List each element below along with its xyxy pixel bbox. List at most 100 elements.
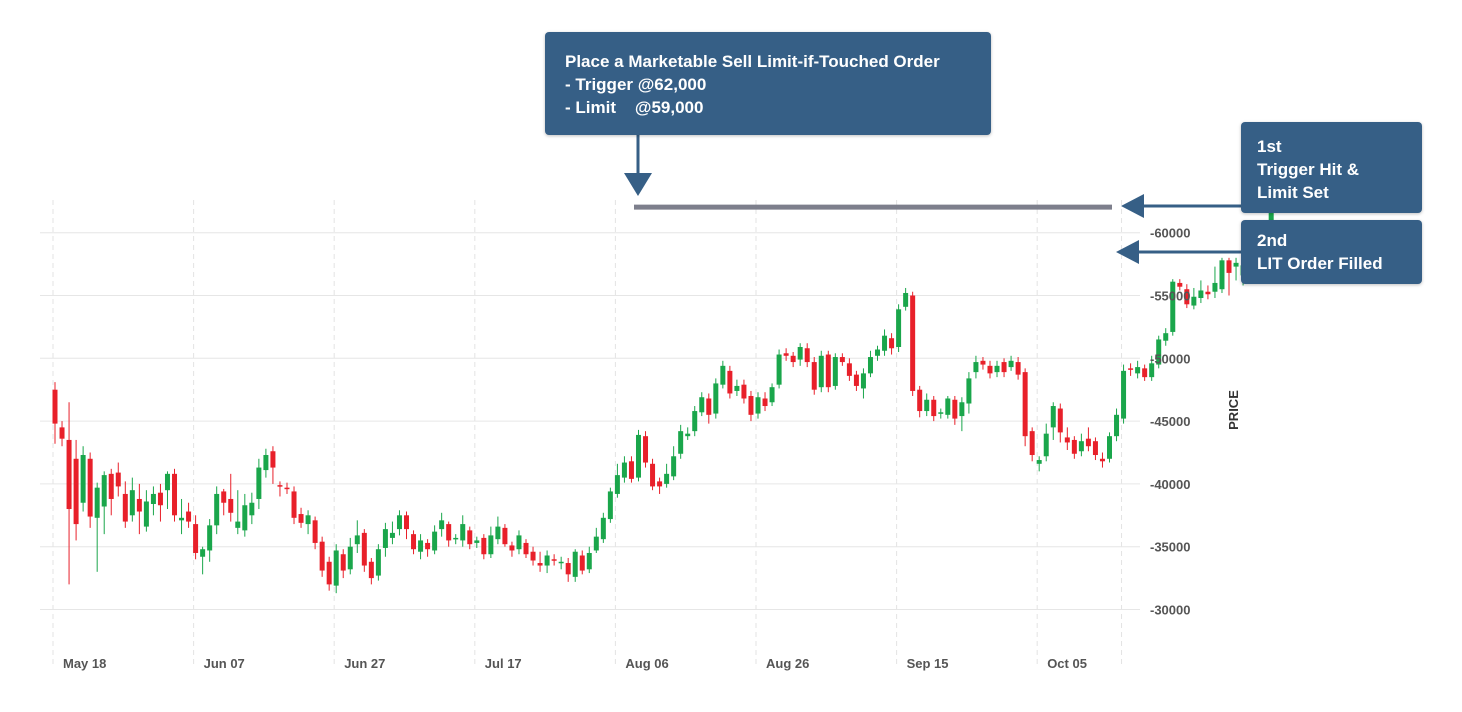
candle-body-down: [481, 537, 487, 555]
candle-body-up: [720, 365, 726, 385]
candle-body-up: [474, 540, 480, 543]
candle-body-down: [762, 398, 768, 407]
candle-body-up: [263, 455, 269, 471]
main-callout-box: Place a Marketable Sell Limit-if-Touched…: [545, 32, 991, 135]
candle-body-down: [987, 365, 993, 374]
candle-body-down: [952, 399, 958, 419]
candle-body-up: [214, 493, 220, 526]
candle-body-down: [59, 427, 65, 439]
candle-body-up: [776, 354, 782, 385]
y-tick-label: -30000: [1150, 603, 1190, 618]
x-axis-tick-labels: May 18 Jun 07 Jun 27 Jul 17 Aug 06 Aug 26 Sep …: [63, 656, 1087, 671]
candle-body-down: [404, 515, 409, 530]
candle-body-down: [980, 360, 986, 365]
candle-body-up: [1050, 406, 1056, 428]
candle-body-up: [607, 491, 613, 520]
candle-body-up: [249, 502, 255, 516]
candle-body-up: [375, 549, 381, 576]
y-tick-label: -55000: [1150, 289, 1190, 304]
candle-body-down: [115, 472, 121, 487]
candle-body-up: [867, 357, 873, 374]
candle-body-down: [368, 561, 374, 579]
candle-body-down: [1226, 260, 1232, 273]
x-tick-label: Jun 07: [204, 656, 245, 671]
trigger-callout-line: Limit Set: [1257, 183, 1329, 202]
vertical-grid: [52, 200, 1123, 668]
candle-body-down: [741, 384, 747, 399]
candle-body-down: [277, 485, 283, 487]
candle-body-up: [572, 551, 578, 577]
candle-body-up: [80, 455, 86, 503]
candle-body-up: [860, 373, 866, 389]
candle-body-up: [94, 487, 100, 518]
candle-body-up: [1212, 282, 1218, 292]
candle-body-down: [66, 439, 72, 510]
candle-body-down: [87, 458, 93, 517]
candle-body-up: [101, 475, 107, 507]
candle-body-up: [396, 515, 402, 530]
candle-body-down: [446, 524, 452, 541]
candle-body-up: [678, 431, 684, 454]
candle-body-down: [910, 295, 916, 391]
candle-body-up: [875, 349, 881, 356]
candle-body-up: [516, 535, 522, 550]
candle-body-up: [769, 387, 775, 403]
candle-body-down: [846, 363, 852, 376]
candle-body-up: [938, 412, 944, 414]
candle-body-down: [1092, 441, 1098, 456]
candle-body-down: [706, 398, 712, 415]
candle-body-up: [1233, 262, 1239, 267]
candle-body-down: [193, 524, 199, 553]
order-filled-callout-box: 2nd LIT Order Filled: [1241, 220, 1422, 284]
candle-body-down: [790, 355, 796, 363]
y-tick-label: -35000: [1150, 540, 1190, 555]
candle-body-up: [882, 335, 888, 351]
candle-body-up: [354, 535, 360, 545]
y-tick-label: -50000: [1150, 351, 1190, 366]
candle-body-down: [425, 542, 431, 550]
candle-body-up: [129, 490, 135, 516]
candle-body-down: [108, 473, 114, 499]
candle-body-down: [579, 555, 585, 571]
candle-body-down: [319, 541, 325, 571]
candle-body-down: [530, 551, 536, 561]
candle-body-down: [270, 451, 276, 468]
candle-body-up: [1008, 360, 1014, 368]
y-tick-label: -40000: [1150, 477, 1190, 492]
candle-body-up: [1149, 363, 1155, 378]
candle-body-down: [748, 395, 754, 415]
candle-body-up: [179, 517, 185, 521]
candle-body-down: [157, 492, 163, 506]
candle-body-up: [453, 537, 459, 540]
candle-body-up: [1191, 296, 1197, 306]
candle-body-down: [298, 514, 304, 523]
candle-body-up: [382, 529, 388, 548]
trigger-hit-callout-box: 1st Trigger Hit & Limit Set: [1241, 122, 1422, 213]
candle-body-down: [1029, 431, 1035, 456]
candle-body-down: [509, 545, 515, 551]
candle-body-up: [621, 462, 627, 478]
candle-body-down: [931, 399, 937, 417]
filled-arrow-head: [1116, 240, 1139, 264]
candle-body-down: [523, 542, 529, 555]
candle-body-down: [1022, 372, 1028, 437]
candle-body-up: [389, 532, 395, 538]
candle-body-down: [537, 563, 543, 566]
candle-body-up: [1121, 370, 1127, 419]
candle-body-down: [186, 511, 192, 522]
candle-body-down: [1184, 289, 1190, 305]
filled-callout-line: 2nd: [1257, 231, 1288, 250]
candle-body-down: [221, 491, 227, 503]
candle-body-up: [713, 383, 719, 414]
candle-body-down: [52, 389, 58, 424]
candle-body-up: [235, 521, 241, 528]
candle-body-up: [439, 520, 445, 530]
trigger-arrow-head: [1121, 194, 1144, 218]
candle-body-up: [671, 456, 677, 477]
candle-body-up: [685, 433, 691, 437]
candle-body-down: [889, 338, 895, 349]
candle-body-down: [340, 554, 346, 571]
candle-body-up: [924, 399, 930, 412]
y-tick-label: -45000: [1150, 414, 1190, 429]
